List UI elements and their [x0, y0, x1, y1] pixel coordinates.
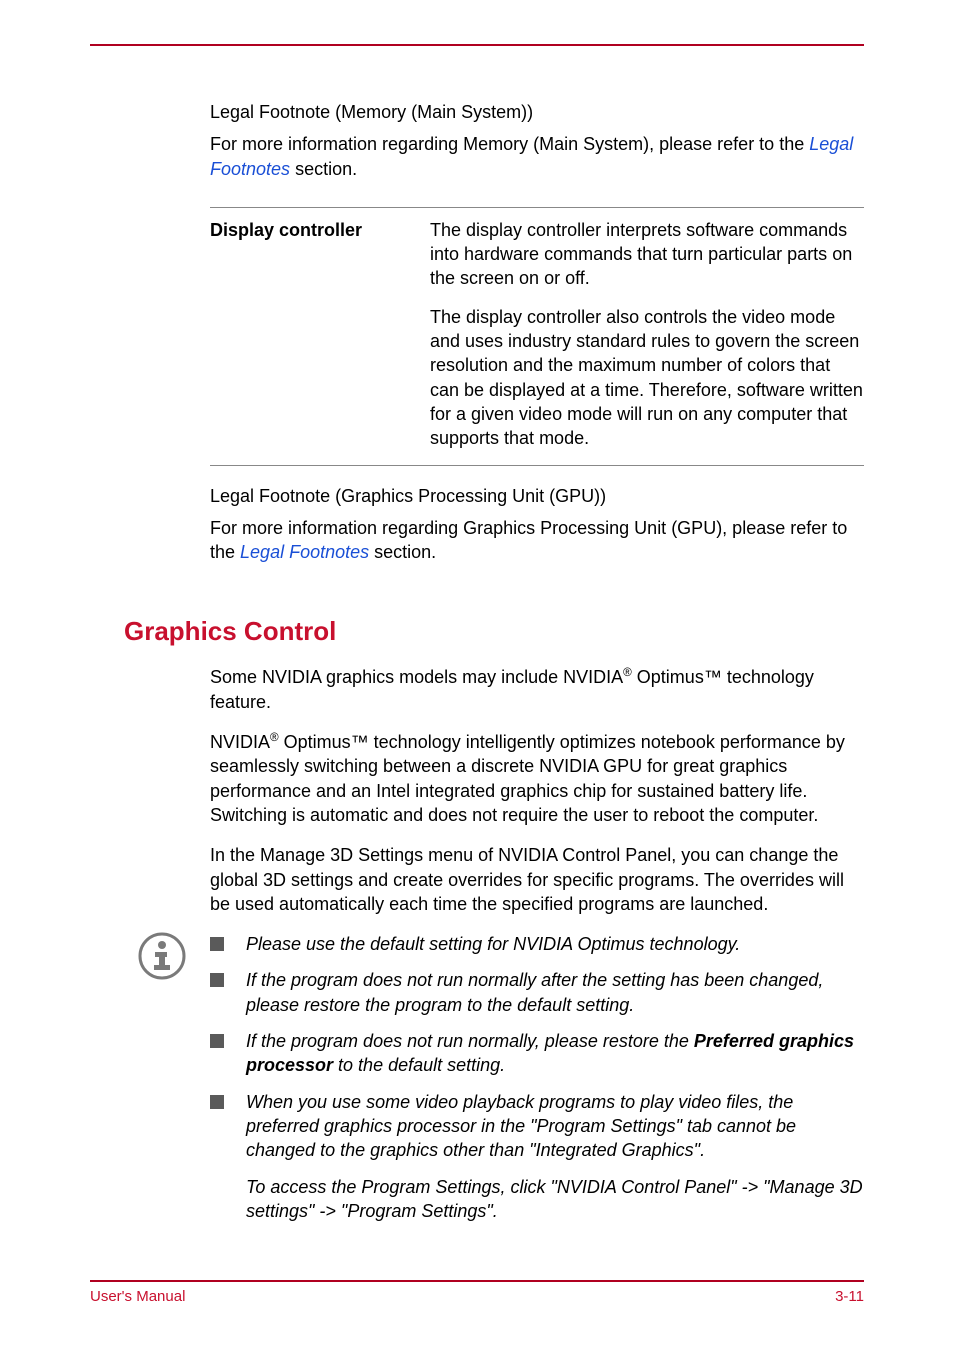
table-row: Display controller The display controlle…: [210, 208, 864, 465]
note3-c: to the default setting.: [333, 1055, 505, 1075]
section-p2-a: NVIDIA: [210, 732, 270, 752]
note-icon-col: [90, 932, 210, 1235]
section-p1: Some NVIDIA graphics models may include …: [210, 665, 864, 714]
note-item-2: If the program does not run normally aft…: [210, 968, 864, 1017]
info-icon: [138, 932, 186, 980]
table-value: The display controller interprets softwa…: [430, 218, 864, 451]
note-item-3: If the program does not run normally, pl…: [210, 1029, 864, 1078]
bullet-icon: [210, 973, 224, 987]
table-label: Display controller: [210, 218, 430, 451]
footer-row: User's Manual 3-11: [90, 1288, 864, 1305]
section-p3: In the Manage 3D Settings menu of NVIDIA…: [210, 843, 864, 916]
legal-footnotes-link-2[interactable]: Legal Footnotes: [240, 542, 369, 562]
note-list: Please use the default setting for NVIDI…: [210, 932, 864, 1235]
footer-rule: [90, 1280, 864, 1282]
legal-gpu-text: For more information regarding Graphics …: [210, 516, 864, 565]
footer-left: User's Manual: [90, 1288, 185, 1305]
bullet-icon: [210, 937, 224, 951]
legal-memory-before: For more information regarding Memory (M…: [210, 134, 809, 154]
reg-mark-2: ®: [270, 731, 279, 744]
note-text-3: If the program does not run normally, pl…: [246, 1029, 864, 1078]
legal-memory-block: Legal Footnote (Memory (Main System)) Fo…: [210, 100, 864, 181]
table-p1: The display controller interprets softwa…: [430, 218, 864, 291]
note-text-4: When you use some video playback program…: [246, 1090, 864, 1223]
bullet-icon: [210, 1034, 224, 1048]
note-block: Please use the default setting for NVIDI…: [90, 932, 864, 1235]
footer-right: 3-11: [835, 1288, 864, 1305]
section-p2-b: Optimus™ technology intelligently optimi…: [210, 732, 845, 825]
legal-gpu-block: Legal Footnote (Graphics Processing Unit…: [210, 484, 864, 565]
legal-gpu-title: Legal Footnote (Graphics Processing Unit…: [210, 484, 864, 508]
bullet-icon: [210, 1095, 224, 1109]
legal-memory-title: Legal Footnote (Memory (Main System)): [210, 100, 864, 124]
legal-memory-after: section.: [290, 159, 357, 179]
note4-sub: To access the Program Settings, click "N…: [246, 1175, 864, 1224]
note4-main: When you use some video playback program…: [246, 1092, 796, 1161]
note3-a: If the program does not run normally, pl…: [246, 1031, 694, 1051]
note-text-1: Please use the default setting for NVIDI…: [246, 932, 864, 956]
note-item-1: Please use the default setting for NVIDI…: [210, 932, 864, 956]
note-item-4: When you use some video playback program…: [210, 1090, 864, 1223]
legal-gpu-after: section.: [369, 542, 436, 562]
page-content: Legal Footnote (Memory (Main System)) Fo…: [90, 100, 864, 1255]
legal-memory-text: For more information regarding Memory (M…: [210, 132, 864, 181]
display-controller-table: Display controller The display controlle…: [210, 207, 864, 466]
reg-mark: ®: [623, 666, 632, 679]
page-footer: User's Manual 3-11: [90, 1280, 864, 1305]
section-p1-a: Some NVIDIA graphics models may include …: [210, 667, 623, 687]
header-rule: [90, 44, 864, 46]
section-heading: Graphics Control: [124, 616, 864, 647]
table-rule-bottom: [210, 465, 864, 466]
table-p2: The display controller also controls the…: [430, 305, 864, 451]
note-text-2: If the program does not run normally aft…: [246, 968, 864, 1017]
section-p2: NVIDIA® Optimus™ technology intelligentl…: [210, 730, 864, 827]
